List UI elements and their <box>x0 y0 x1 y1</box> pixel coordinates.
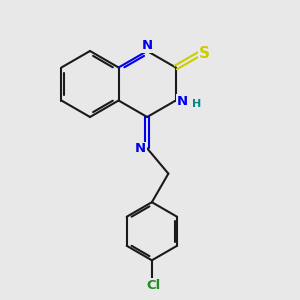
Text: Cl: Cl <box>146 279 160 292</box>
Text: H: H <box>192 99 201 109</box>
Text: S: S <box>198 46 209 61</box>
Text: N: N <box>135 142 146 155</box>
Text: N: N <box>177 94 188 108</box>
Text: N: N <box>142 39 153 52</box>
